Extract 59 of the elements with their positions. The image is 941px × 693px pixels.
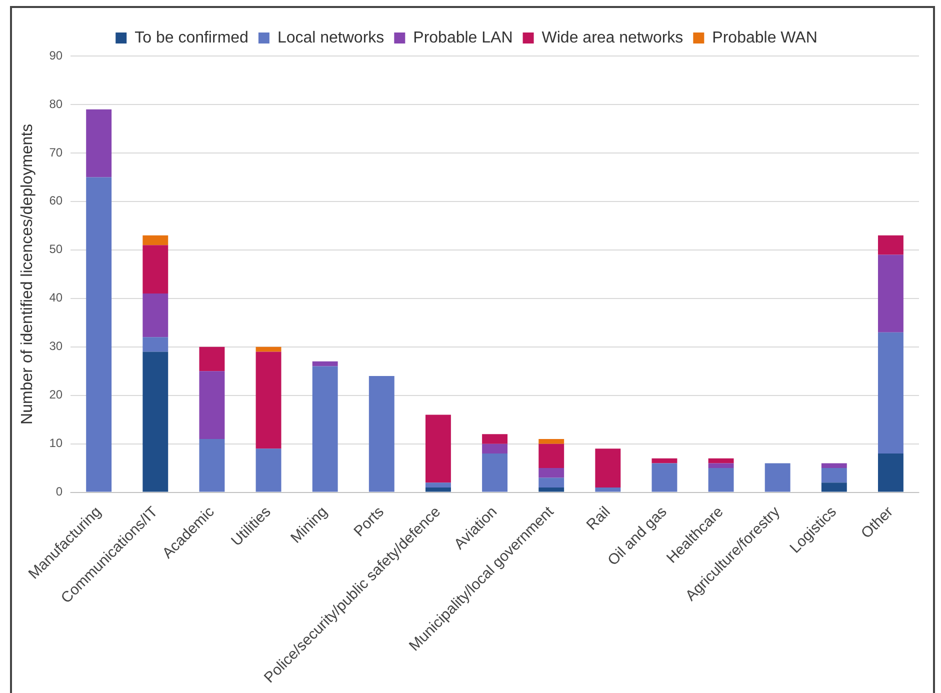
bar xyxy=(538,468,564,478)
bar xyxy=(312,361,338,366)
y-tick-label: 80 xyxy=(49,96,63,111)
bar xyxy=(708,463,734,468)
y-tick-label: 20 xyxy=(49,388,63,402)
bar xyxy=(482,444,508,454)
y-tick-label: 30 xyxy=(49,339,63,354)
bar xyxy=(86,109,112,178)
y-tick-label: 0 xyxy=(56,484,63,499)
bar xyxy=(86,177,112,492)
bar xyxy=(538,487,564,492)
bar xyxy=(142,245,168,294)
bar xyxy=(368,376,394,492)
bar xyxy=(425,482,451,488)
bar xyxy=(538,444,564,468)
bar xyxy=(538,478,564,488)
y-tick-label: 70 xyxy=(49,145,63,160)
legend-label: Probable LAN xyxy=(413,29,513,46)
y-tick-label: 40 xyxy=(49,290,63,305)
bar xyxy=(482,454,508,492)
bar xyxy=(595,487,621,492)
bar xyxy=(199,438,225,492)
bar xyxy=(538,438,564,444)
bar xyxy=(821,482,847,492)
bar xyxy=(256,346,282,352)
bar xyxy=(482,434,508,444)
bar xyxy=(256,448,282,492)
bar xyxy=(708,458,734,464)
bar xyxy=(878,235,904,255)
legend-label: Probable WAN xyxy=(712,29,818,46)
bar xyxy=(425,414,451,483)
y-tick-label: 10 xyxy=(49,436,63,450)
bar xyxy=(878,332,904,454)
y-tick-label: 50 xyxy=(49,242,63,256)
y-axis-title: Number of identified licences/deployments xyxy=(19,124,36,424)
bar xyxy=(821,463,847,468)
bar xyxy=(199,371,225,439)
x-tick-label: Rail xyxy=(583,503,614,534)
legend-label: To be confirmed xyxy=(134,29,248,46)
y-tick-label: 60 xyxy=(49,194,63,208)
bar xyxy=(425,487,451,492)
legend-label: Local networks xyxy=(277,29,384,46)
bar xyxy=(142,337,168,352)
bar xyxy=(595,448,621,488)
legend-label: Wide area networks xyxy=(542,29,684,46)
bar xyxy=(652,458,678,464)
bar xyxy=(764,463,790,492)
bar xyxy=(878,454,904,492)
bar xyxy=(821,468,847,483)
bar xyxy=(256,352,282,449)
bar xyxy=(142,352,168,492)
bar xyxy=(142,235,168,246)
bar xyxy=(878,254,904,332)
bar xyxy=(652,463,678,492)
bar xyxy=(708,468,734,492)
bar xyxy=(312,366,338,492)
y-tick-label: 90 xyxy=(49,48,63,62)
bar xyxy=(142,294,168,338)
bar xyxy=(199,346,225,372)
